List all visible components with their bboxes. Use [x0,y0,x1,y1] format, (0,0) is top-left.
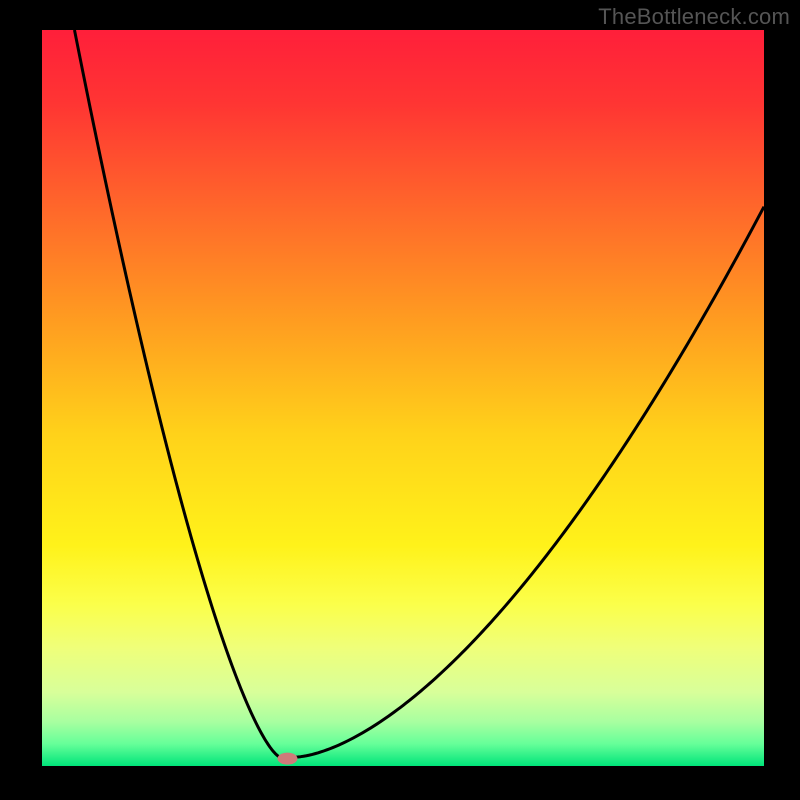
bottleneck-curve-chart [0,0,800,800]
chart-container: TheBottleneck.com [0,0,800,800]
optimal-point-marker [277,753,297,765]
watermark-text: TheBottleneck.com [598,4,790,30]
